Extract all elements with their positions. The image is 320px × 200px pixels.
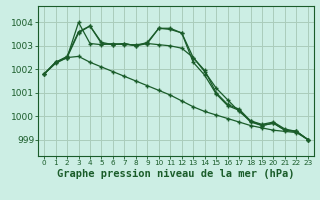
X-axis label: Graphe pression niveau de la mer (hPa): Graphe pression niveau de la mer (hPa) bbox=[57, 169, 295, 179]
